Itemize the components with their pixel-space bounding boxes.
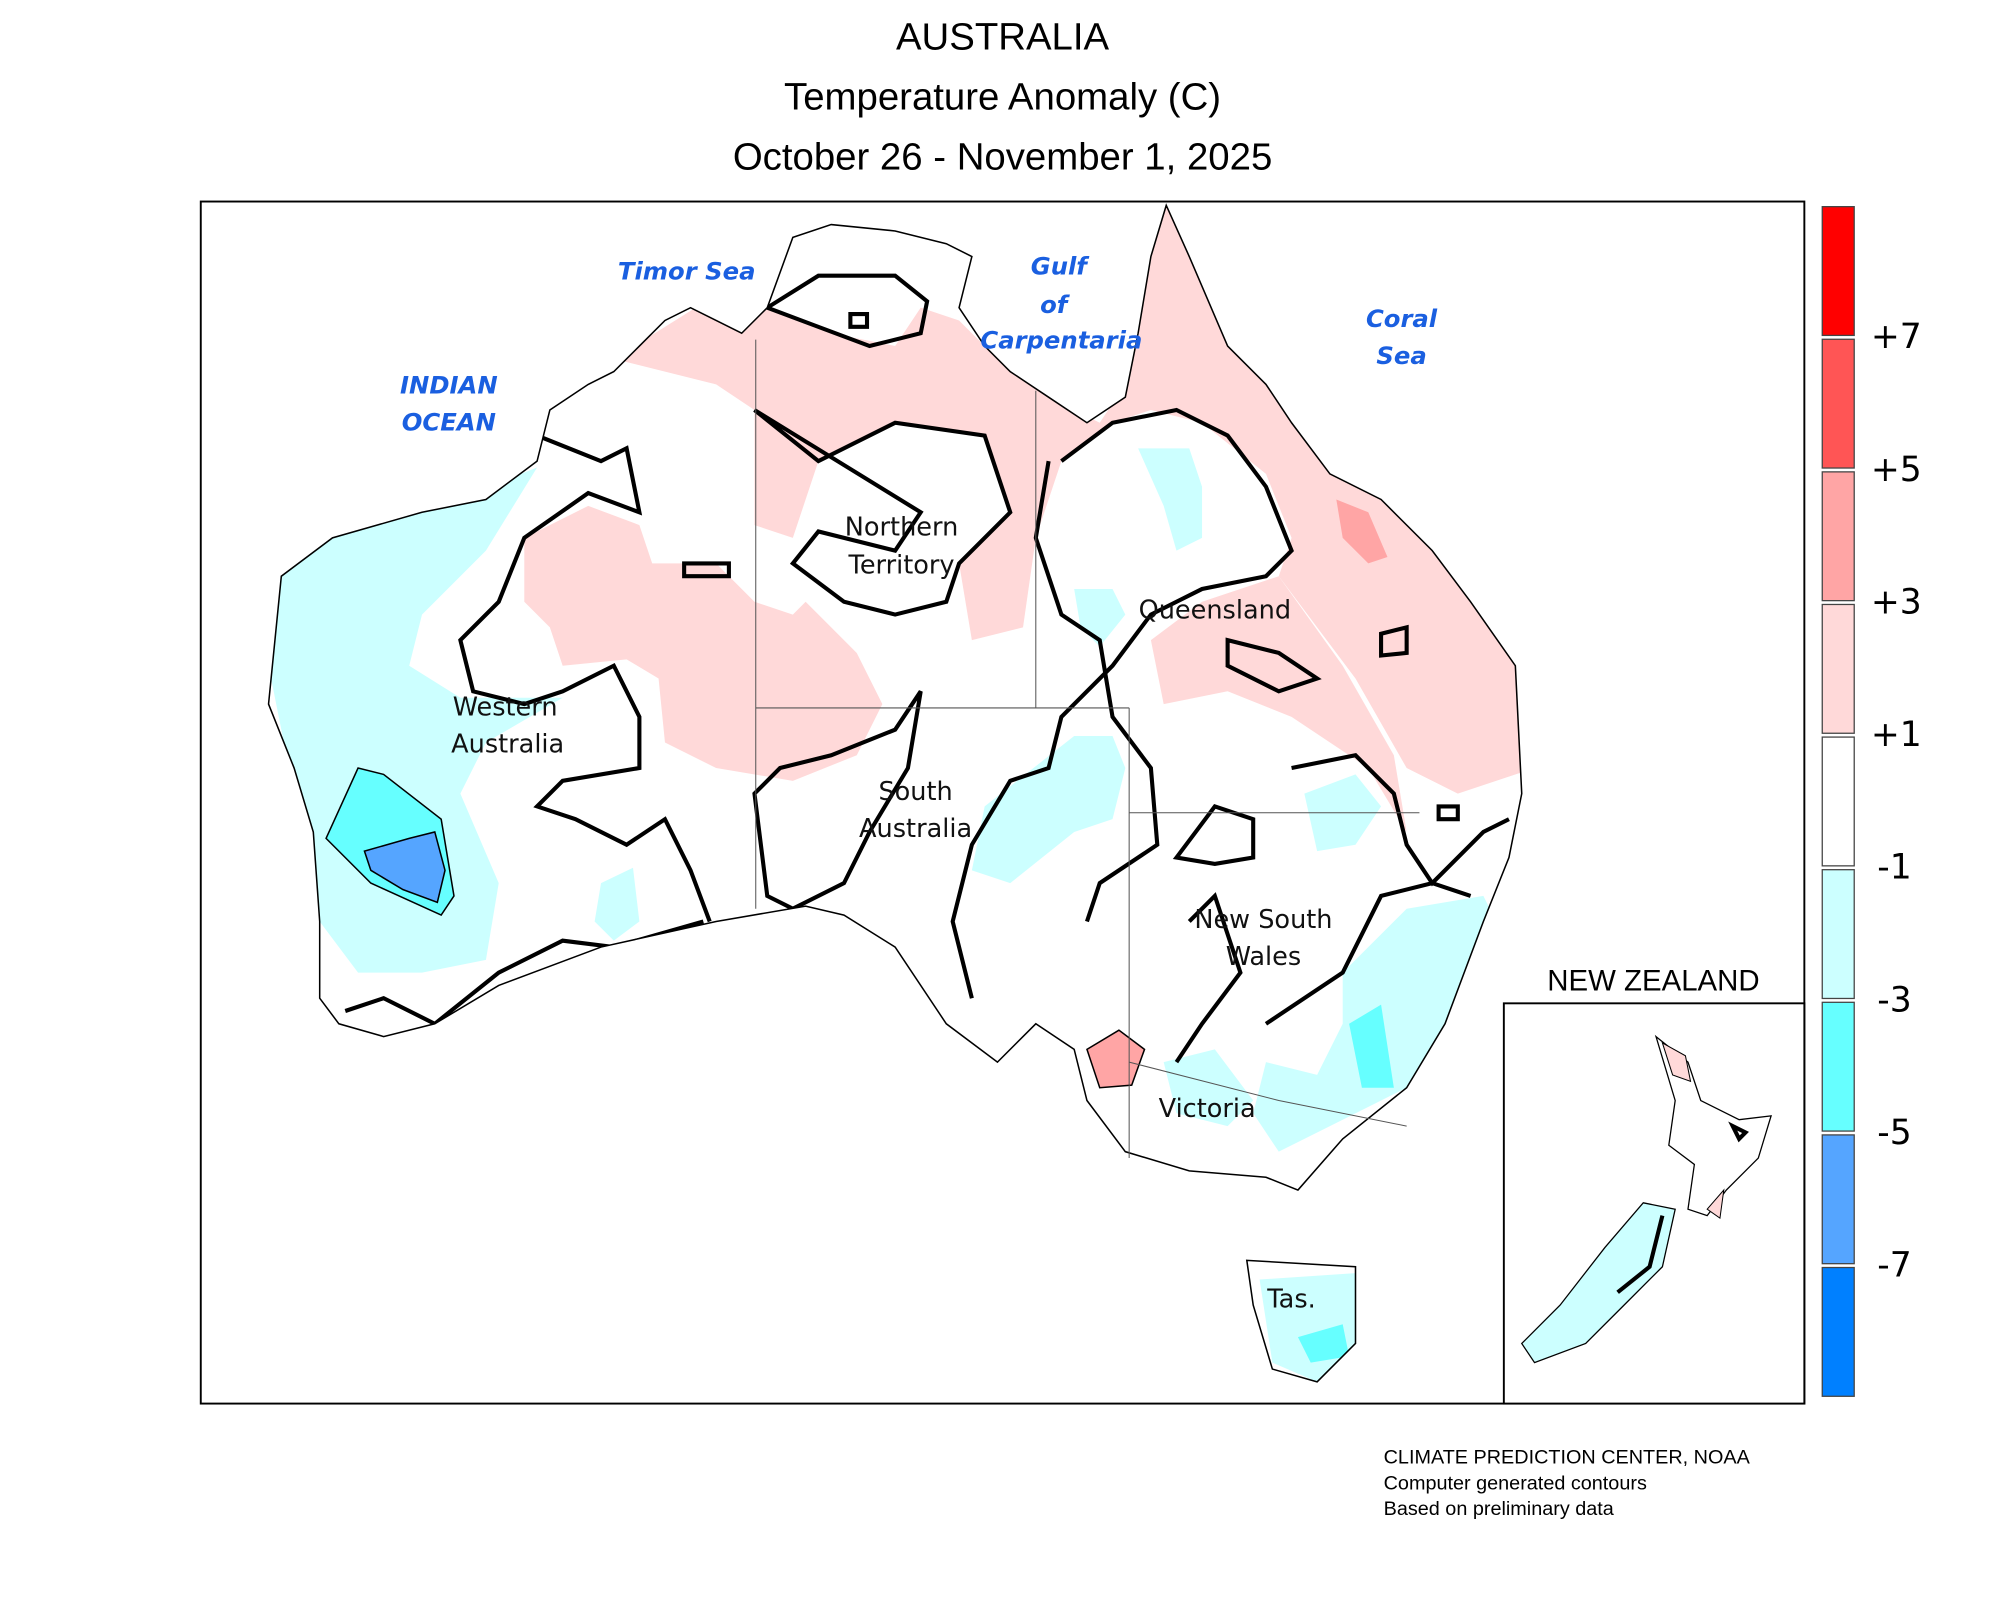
legend-swatch: [1821, 1134, 1855, 1265]
state-borders: [755, 339, 1420, 1159]
warm-spot-qld: [1336, 499, 1388, 564]
legend-label: -3: [1877, 980, 1911, 1020]
cold-region-nsw: [1297, 1004, 1394, 1363]
map-subtitle: Temperature Anomaly (C): [784, 75, 1221, 118]
nz-south-island: [1520, 1202, 1676, 1364]
label-nt-1: Northern: [845, 512, 958, 542]
legend-swatch: [1821, 471, 1855, 602]
label-gulf-2: of: [1040, 290, 1071, 319]
warm-region-qld-se: [1150, 576, 1407, 832]
label-tas: Tas.: [1266, 1285, 1316, 1315]
new-zealand-inset: NEW ZEALAND: [1502, 965, 1806, 1405]
legend-swatch: [1821, 206, 1855, 337]
label-qld: Queensland: [1139, 595, 1292, 625]
map-title: AUSTRALIA: [896, 15, 1110, 58]
label-nt-2: Territory: [848, 551, 955, 581]
legend-swatch: [1821, 1001, 1855, 1132]
label-sa-2: Australia: [859, 814, 972, 844]
inset-label: NEW ZEALAND: [1547, 965, 1759, 998]
legend-label: +7: [1871, 317, 1922, 357]
credit-line-3: Based on preliminary data: [1384, 1498, 1615, 1520]
map-date-range: October 26 - November 1, 2025: [733, 136, 1272, 179]
legend-label: +1: [1871, 715, 1922, 755]
label-timor-sea: Timor Sea: [618, 257, 756, 286]
nz-north-island: [1654, 1034, 1772, 1217]
legend-swatch: [1821, 338, 1855, 469]
legend-label: -5: [1877, 1113, 1911, 1153]
legend-label: -7: [1877, 1245, 1911, 1285]
legend-swatch: [1821, 869, 1855, 1000]
warm-spot-sa: [1086, 1030, 1145, 1088]
color-legend: +7 +5 +3 +1 -1 -3 -5 -7: [1821, 206, 1922, 1397]
legend-swatch: [1821, 736, 1855, 867]
cool-region-sa: [971, 736, 1126, 884]
cool-region-wa: [268, 467, 563, 973]
legend-swatch: [1821, 1266, 1855, 1397]
label-gulf-3: Carpentaria: [980, 326, 1142, 355]
warm-region-wa: [524, 505, 883, 781]
label-gulf-1: Gulf: [1031, 251, 1091, 280]
legend-label: +5: [1871, 450, 1922, 490]
label-wa-1: Western: [453, 693, 558, 723]
nz-warm-spot-north: [1661, 1041, 1725, 1220]
label-coral-2: Sea: [1376, 341, 1426, 370]
label-nsw-1: New South: [1194, 905, 1332, 935]
label-indian-1: INDIAN: [400, 370, 498, 399]
colder-region-wa: [364, 831, 446, 903]
label-indian-2: OCEAN: [402, 407, 496, 436]
label-vic: Victoria: [1159, 1094, 1256, 1124]
label-wa-2: Australia: [451, 730, 564, 760]
legend-label: +3: [1871, 582, 1922, 622]
label-sa-1: South: [878, 777, 952, 807]
label-nsw-2: Wales: [1226, 942, 1301, 972]
legend-label: -1: [1877, 848, 1911, 888]
australia-coastline: [267, 203, 1523, 1383]
credit-line-1: CLIMATE PREDICTION CENTER, NOAA: [1384, 1447, 1751, 1469]
legend-swatch: [1821, 603, 1855, 734]
cool-region-qld: [1074, 448, 1203, 647]
credit-line-2: Computer generated contours: [1384, 1472, 1647, 1494]
label-coral-1: Coral: [1366, 304, 1438, 333]
